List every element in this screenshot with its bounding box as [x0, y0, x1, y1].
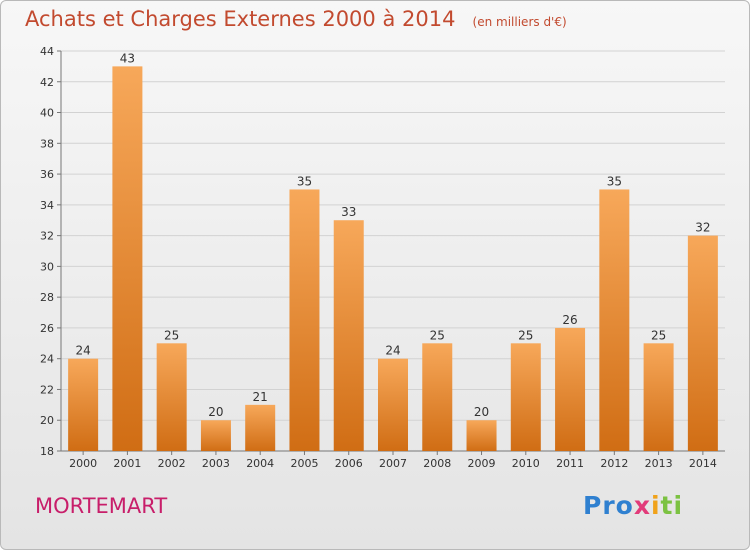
x-tick-label: 2003 [202, 457, 230, 470]
x-tick-label: 2007 [379, 457, 407, 470]
y-tick-label: 34 [40, 199, 54, 212]
proxiti-logo: Proxiti [583, 491, 684, 520]
y-tick-label: 36 [40, 168, 54, 181]
x-tick-label: 2013 [645, 457, 673, 470]
bar [599, 189, 630, 451]
x-tick-label: 2001 [113, 457, 141, 470]
y-tick-label: 18 [40, 445, 54, 458]
bar [156, 343, 187, 451]
bar-value-label: 33 [341, 205, 356, 219]
bar [555, 327, 586, 451]
x-tick-label: 2011 [556, 457, 584, 470]
x-tick-label: 2002 [158, 457, 186, 470]
place-name: MORTEMART [35, 494, 168, 518]
bar [112, 66, 143, 451]
x-tick-label: 2005 [290, 457, 318, 470]
y-tick-label: 40 [40, 107, 54, 120]
bar [422, 343, 453, 451]
bar [466, 420, 497, 451]
bar-value-label: 25 [651, 328, 666, 342]
bar [333, 220, 364, 451]
bar [378, 358, 408, 451]
y-tick-label: 44 [40, 45, 54, 58]
x-tick-label: 2006 [335, 457, 363, 470]
bar-value-label: 43 [120, 51, 135, 65]
bar [510, 343, 541, 451]
bar-value-label: 24 [385, 344, 400, 358]
bar [643, 343, 674, 451]
bar-value-label: 24 [75, 344, 90, 358]
bar-value-label: 20 [474, 405, 489, 419]
bar [687, 235, 718, 451]
bar-value-label: 20 [208, 405, 223, 419]
chart-unit-text: (en milliers d'€) [472, 15, 567, 29]
bar-value-label: 32 [695, 221, 710, 235]
bar [200, 420, 231, 451]
y-tick-label: 24 [40, 353, 54, 366]
bars [68, 66, 718, 451]
y-tick-label: 20 [40, 414, 54, 427]
chart-title: Achats et Charges Externes 2000 à 2014 (… [25, 7, 567, 31]
x-tick-label: 2010 [512, 457, 540, 470]
y-tick-label: 22 [40, 383, 54, 396]
x-tick-label: 2014 [689, 457, 717, 470]
x-tick-label: 2008 [423, 457, 451, 470]
y-tick-label: 26 [40, 322, 54, 335]
bar [289, 189, 320, 451]
bar [245, 404, 276, 451]
x-tick-label: 2000 [69, 457, 97, 470]
y-tick-label: 28 [40, 291, 54, 304]
y-tick-label: 38 [40, 137, 54, 150]
bar-value-label: 26 [562, 313, 577, 327]
chart-title-text: Achats et Charges Externes 2000 à 2014 [25, 7, 456, 31]
x-tick-label: 2004 [246, 457, 274, 470]
x-tick-label: 2009 [468, 457, 496, 470]
bar-value-label: 35 [607, 174, 622, 188]
y-tick-label: 32 [40, 230, 54, 243]
x-tick-label: 2012 [600, 457, 628, 470]
bar-value-label: 25 [430, 328, 445, 342]
bar-value-label: 25 [164, 328, 179, 342]
bar-value-label: 35 [297, 174, 312, 188]
labels: 18 20 22 24 26 28 30 32 34 36 38 40 42 44 24 2000 43 2001… [40, 45, 717, 470]
bar [68, 358, 99, 451]
y-tick-label: 42 [40, 76, 54, 89]
bar-value-label: 21 [253, 390, 268, 404]
bar-value-label: 25 [518, 328, 533, 342]
y-tick-label: 30 [40, 260, 54, 273]
